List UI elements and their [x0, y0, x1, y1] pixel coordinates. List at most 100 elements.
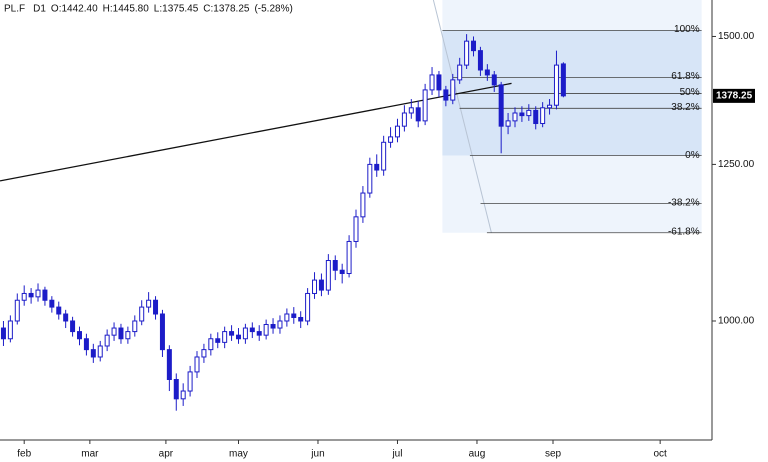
candle-body: [491, 74, 497, 86]
candle-body: [139, 306, 145, 322]
candle-body: [291, 313, 297, 318]
fib-edge: [432, 0, 492, 233]
candle-body: [70, 320, 76, 333]
main-layer: 1000.00 1250.00 1500.00 feb mar apr may jun jul a…: [0, 31, 755, 460]
candle-body: [35, 289, 41, 298]
x-tick-label: oct: [653, 449, 667, 460]
candle-body: [505, 120, 511, 127]
x-tick-label: may: [229, 449, 248, 460]
x-tick-label: jul: [391, 449, 402, 460]
x-tick-label: aug: [469, 449, 486, 460]
candle-body: [118, 327, 124, 340]
header-item: D1: [33, 4, 46, 15]
candle-body: [56, 306, 62, 315]
candle-body: [540, 107, 546, 125]
header-item: PL.F: [4, 4, 25, 15]
candle-body: [436, 74, 442, 91]
candle-body: [305, 292, 311, 322]
header: PL.F D1 O:1442.40 H:1445.80 L:1375.45 C:1378.…: [4, 4, 293, 15]
last-price-box: [713, 88, 755, 103]
candle-body: [229, 331, 235, 336]
y-tick-label: 1250.00: [718, 159, 755, 170]
candle-body: [484, 69, 490, 76]
x-tick-label: feb: [17, 449, 31, 460]
candle-body: [166, 349, 172, 380]
candle-body: [533, 109, 539, 125]
fib-level-label: 38.2%: [671, 102, 699, 113]
header-item: L:1375.45: [154, 4, 199, 15]
candle-body: [235, 334, 241, 340]
candle-body: [222, 331, 228, 343]
candle-body: [429, 74, 435, 91]
candle-body: [388, 136, 394, 143]
trend-line: [0, 82, 512, 182]
candle-body: [464, 40, 470, 66]
header-item: C:1378.25: [203, 4, 250, 15]
x-tick-label: jun: [310, 449, 324, 460]
candle-body: [97, 345, 103, 358]
candle-body: [21, 292, 27, 301]
fib-zone-core: [442, 30, 702, 156]
candle-body: [401, 112, 407, 127]
candle-body: [332, 260, 338, 271]
candle-body: [367, 163, 373, 194]
candle-body: [256, 331, 262, 336]
header-item: (-5.28%): [254, 4, 292, 15]
candle-body: [560, 63, 566, 97]
candle-body: [7, 320, 13, 340]
x-tick-label: apr: [159, 449, 174, 460]
candle-body: [187, 371, 193, 392]
fib-level-label: 0%: [685, 150, 700, 161]
fib-level-label: 61.8%: [671, 71, 699, 82]
candle-body: [111, 327, 117, 336]
candle-body: [553, 64, 559, 106]
candle-body: [194, 356, 200, 373]
y-tick-label: 1000.00: [718, 316, 755, 327]
x-tick-label: mar: [81, 449, 99, 460]
candle-body: [339, 269, 345, 275]
candle-body: [90, 349, 96, 358]
candle-body: [76, 331, 82, 340]
candle-body: [28, 292, 34, 298]
candle-body: [450, 79, 456, 101]
candle-body: [201, 349, 207, 358]
fib-level-label: 50%: [680, 87, 700, 98]
candle-body: [547, 104, 553, 109]
candle-body: [471, 40, 477, 52]
candle-body: [360, 192, 366, 218]
candle-body: [173, 378, 179, 400]
candle-body: [159, 313, 165, 351]
candle-body: [353, 216, 359, 242]
fib-level-label: -61.8%: [668, 226, 700, 237]
candle-body: [277, 320, 283, 329]
candle-body: [153, 299, 159, 315]
candle-body: [526, 109, 532, 117]
candle-body: [104, 334, 110, 347]
x-tick-label: sep: [545, 449, 562, 460]
candle-body: [443, 89, 449, 101]
candle-body: [408, 107, 414, 114]
fib-level-label: 100%: [674, 24, 700, 35]
candle-body: [415, 107, 421, 122]
candle-body: [270, 324, 276, 329]
candle-body: [381, 141, 387, 171]
candle-body: [346, 240, 352, 275]
candle-body: [49, 299, 55, 308]
fib-layer: 100% 61.8% 50% 38.2% 0% -38.2% -61.8%: [432, 0, 702, 237]
candle-body: [132, 320, 138, 333]
candle-body: [457, 64, 463, 81]
candle-body: [249, 327, 255, 333]
candle-body: [125, 331, 131, 340]
candle-body: [394, 125, 400, 138]
candle-body: [263, 324, 269, 336]
candle-body: [0, 327, 6, 340]
candle-body: [63, 313, 69, 322]
candle-body: [298, 316, 304, 322]
candle-body: [312, 279, 318, 294]
fib-level-label: -38.2%: [668, 197, 700, 208]
header-item: H:1445.80: [103, 4, 150, 15]
candle-body: [208, 338, 214, 351]
candle-body: [242, 327, 248, 340]
candle-body: [318, 279, 324, 291]
